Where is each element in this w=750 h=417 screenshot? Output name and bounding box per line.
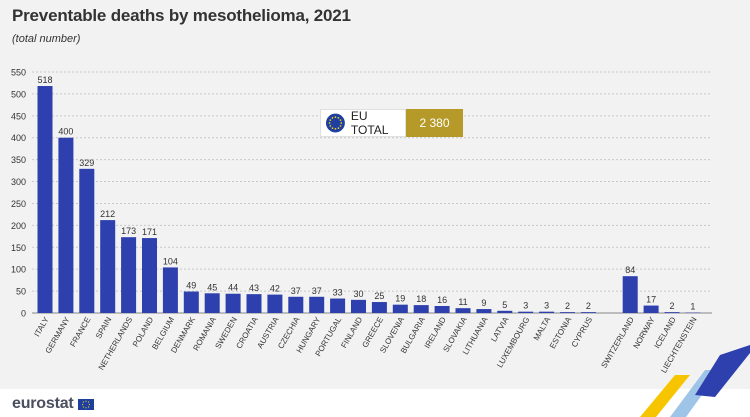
- bar: [142, 238, 157, 313]
- y-tick-label: 0: [21, 309, 26, 319]
- bar: [497, 310, 513, 313]
- y-tick-label: 450: [11, 111, 26, 121]
- bar: [330, 298, 346, 313]
- bar: [121, 237, 137, 313]
- corner-decoration-icon: [640, 345, 750, 417]
- bar: [288, 296, 304, 313]
- bar-value-label: 84: [625, 265, 635, 275]
- bar-value-label: 37: [291, 286, 301, 296]
- bar: [309, 296, 325, 313]
- y-tick-label: 400: [11, 133, 26, 143]
- eu-total-label-panel: EU TOTAL: [320, 109, 406, 137]
- bar: [371, 302, 387, 313]
- bar-value-label: 518: [37, 75, 52, 85]
- bar-value-label: 329: [79, 158, 94, 168]
- bar: [580, 312, 596, 313]
- y-tick-label: 100: [11, 265, 26, 275]
- eu-total-box: EU TOTAL 2 380: [320, 109, 463, 137]
- bar-value-label: 17: [646, 295, 656, 305]
- chart-title: Preventable deaths by mesothelioma, 2021: [12, 6, 351, 25]
- bar: [518, 311, 534, 313]
- x-tick-label: FRANCE: [68, 316, 92, 349]
- bar-value-label: 1: [690, 302, 695, 312]
- bar-value-label: 212: [100, 209, 115, 219]
- bar-value-label: 11: [458, 297, 467, 307]
- bar-value-label: 19: [395, 294, 405, 304]
- bar: [643, 305, 659, 313]
- bar: [58, 137, 74, 313]
- bar-value-label: 25: [374, 291, 384, 301]
- bar-value-label: 3: [544, 301, 549, 311]
- bar: [100, 220, 116, 313]
- y-tick-label: 250: [11, 199, 26, 209]
- x-tick-label: SPAIN: [94, 315, 114, 340]
- bar-chart: 050100150200250300350400450500550518ITAL…: [11, 68, 712, 375]
- bar: [246, 294, 262, 313]
- x-tick-label: ITALY: [32, 315, 51, 338]
- bar: [539, 311, 555, 313]
- bar-value-label: 45: [207, 282, 217, 292]
- bar: [79, 168, 95, 313]
- eurostat-logo: eurostat: [12, 395, 94, 413]
- bar-value-label: 2: [586, 301, 591, 311]
- bar-value-label: 44: [228, 283, 238, 293]
- bar: [225, 293, 241, 313]
- bar: [455, 308, 471, 313]
- bar-value-label: 37: [312, 286, 322, 296]
- bar: [476, 309, 492, 313]
- bar-value-label: 18: [416, 294, 426, 304]
- bar: [434, 305, 450, 313]
- eu-total-label: EU TOTAL: [350, 109, 389, 137]
- bar-value-label: 173: [121, 226, 136, 236]
- y-tick-label: 350: [11, 155, 26, 165]
- bar-value-label: 104: [163, 256, 178, 266]
- bar: [351, 299, 366, 313]
- x-tick-label: MALTA: [532, 315, 553, 342]
- bar: [162, 267, 178, 313]
- bar: [622, 276, 638, 313]
- bar: [560, 312, 575, 313]
- bar-value-label: 9: [481, 298, 486, 308]
- bar: [392, 304, 408, 313]
- bar: [37, 86, 53, 313]
- bar-value-label: 30: [353, 289, 363, 299]
- eurostat-logo-text: eurostat: [12, 395, 74, 412]
- bar-value-label: 33: [333, 288, 343, 298]
- x-tick-label: CYPRUS: [570, 316, 594, 349]
- bar-value-label: 171: [142, 227, 157, 237]
- bar: [183, 291, 199, 313]
- eu-flag-small-icon: [77, 398, 94, 410]
- bar-value-label: 49: [186, 281, 196, 291]
- y-tick-label: 200: [11, 221, 26, 231]
- y-tick-label: 50: [16, 287, 26, 297]
- bar: [413, 305, 429, 313]
- bar-value-label: 42: [270, 284, 280, 294]
- bar-value-label: 400: [58, 127, 73, 137]
- bar-value-label: 43: [249, 283, 259, 293]
- eu-flag-icon: [326, 113, 345, 133]
- bar-value-label: 3: [523, 301, 528, 311]
- y-tick-label: 500: [11, 89, 26, 99]
- chart-subtitle: (total number): [12, 33, 81, 45]
- eu-total-value: 2 380: [406, 109, 463, 137]
- y-tick-label: 550: [11, 68, 26, 78]
- bar-value-label: 2: [565, 301, 570, 311]
- bar-value-label: 16: [437, 295, 447, 305]
- y-tick-label: 150: [11, 243, 26, 253]
- bar: [664, 312, 680, 313]
- bar-value-label: 5: [502, 300, 507, 310]
- x-tick-label: LATVIA: [489, 315, 511, 343]
- bar: [204, 293, 220, 313]
- footer: [0, 389, 750, 417]
- bar-value-label: 2: [669, 301, 674, 311]
- bar: [267, 294, 283, 313]
- y-tick-label: 300: [11, 177, 26, 187]
